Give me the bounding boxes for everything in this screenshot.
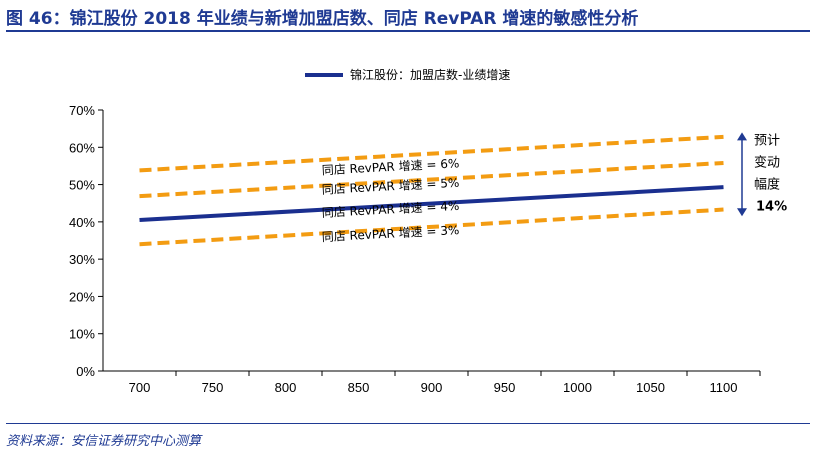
range-arrow-up-head <box>737 132 747 141</box>
series-annotation: 同店 RevPAR 增速 = 5% <box>321 176 459 197</box>
footer-rule <box>6 423 810 424</box>
range-label-line: 变动 <box>754 154 780 170</box>
x-tick-label: 850 <box>348 380 370 395</box>
y-tick-label: 50% <box>69 178 95 193</box>
y-tick-label: 40% <box>69 215 95 230</box>
x-tick-label: 750 <box>202 380 224 395</box>
chart-series <box>139 134 724 247</box>
chart-axes: 0% 10% 20% 30% 40% 50% 60% 70% 700 750 800 850 900 95… <box>69 103 761 395</box>
y-tick-label: 30% <box>69 252 95 267</box>
range-value: 14% <box>756 199 787 214</box>
legend-label: 锦江股份：加盟店数-业绩增速 <box>350 67 510 82</box>
dashed-series-line-2 <box>139 160 724 199</box>
figure-title: 图 46：锦江股份 2018 年业绩与新增加盟店数、同店 RevPAR 增速的敏… <box>6 9 639 29</box>
x-tick-label: 1100 <box>710 380 738 395</box>
x-tick-label: 800 <box>275 380 297 395</box>
range-label-line: 预计 <box>754 133 780 148</box>
title-rule <box>6 30 810 32</box>
y-tick-label: 70% <box>69 103 95 118</box>
y-tick-label: 20% <box>69 289 95 304</box>
x-tick-label: 1050 <box>636 380 665 395</box>
x-tick-label: 950 <box>494 380 516 395</box>
main-series-line <box>139 185 724 222</box>
range-arrow-down-head <box>737 208 747 217</box>
x-tick-label: 700 <box>129 380 151 395</box>
chart-annotations: 同店 RevPAR 增速 = 6%同店 RevPAR 增速 = 5%同店 Rev… <box>321 156 459 244</box>
source-note: 资料来源：安信证券研究中心测算 <box>6 434 202 449</box>
x-tick-label: 1000 <box>563 380 592 395</box>
y-tick-label: 60% <box>69 140 95 155</box>
y-tick-label: 10% <box>69 327 95 342</box>
y-tick-label: 0% <box>76 364 95 379</box>
range-label-line: 幅度 <box>754 176 780 192</box>
dashed-series-line-3 <box>139 207 724 247</box>
series-annotation: 同店 RevPAR 增速 = 3% <box>321 223 459 244</box>
series-annotation: 同店 RevPAR 增速 = 4% <box>321 199 459 220</box>
dashed-series-line-1 <box>139 134 724 173</box>
chart-legend: 锦江股份：加盟店数-业绩增速 <box>305 67 510 82</box>
x-tick-label: 900 <box>421 380 443 395</box>
